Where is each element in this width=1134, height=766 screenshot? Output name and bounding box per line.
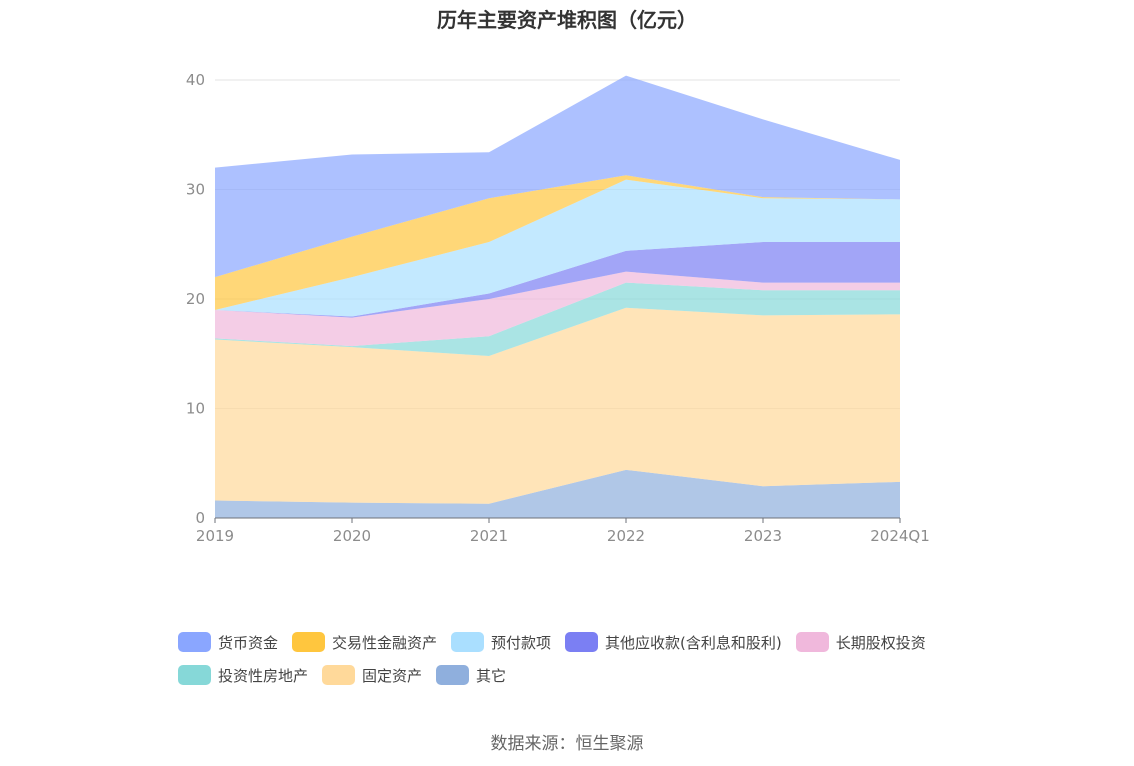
legend: 货币资金 交易性金融资产 预付款项 其他应收款(含利息和股利) 长期股权投资投资性房地产… <box>178 630 978 687</box>
x-tick-label: 2021 <box>470 527 508 545</box>
area-series-5[interactable] <box>215 179 900 317</box>
x-tick-label: 2019 <box>196 527 234 545</box>
x-tick-label: 2020 <box>333 527 371 545</box>
y-tick-label: 30 <box>186 181 205 199</box>
legend-swatch <box>795 632 829 652</box>
legend-swatch <box>178 665 211 685</box>
x-tick-label: 2023 <box>744 527 782 545</box>
source-note: 数据来源：恒生聚源 <box>490 734 644 754</box>
chart-title: 历年主要资产堆积图（亿元） <box>437 8 697 32</box>
area-series-2[interactable] <box>215 282 900 356</box>
stacked-area-chart: 0 10 20 30 40 2019 2020 2021 2022 2023 2024Q1 <box>186 71 930 545</box>
legend-item[interactable]: 长期股权投资 <box>795 630 926 654</box>
legend-item[interactable]: 货币资金 <box>178 630 278 654</box>
legend-item[interactable]: 投资性房地产 <box>178 663 308 687</box>
legend-item[interactable]: 其他应收款(含利息和股利) <box>565 630 782 654</box>
legend-swatch <box>292 632 326 652</box>
area-series-3[interactable] <box>215 271 900 347</box>
legend-swatch <box>451 632 485 652</box>
legend-label: 其它 <box>476 666 507 685</box>
y-tick-label: 0 <box>195 509 205 527</box>
legend-item[interactable]: 其它 <box>436 663 506 687</box>
y-tick-label: 10 <box>186 400 205 418</box>
legend-label: 固定资产 <box>362 666 423 685</box>
legend-label: 投资性房地产 <box>218 666 309 685</box>
x-tick-label: 2024Q1 <box>870 527 930 545</box>
y-tick-label: 40 <box>186 71 205 89</box>
y-tick-label: 20 <box>186 290 205 308</box>
area-series-1[interactable] <box>215 307 900 504</box>
legend-label: 其他应收款(含利息和股利) <box>605 633 782 652</box>
area-series <box>215 75 900 518</box>
legend-swatch <box>565 632 599 652</box>
legend-label: 预付款项 <box>491 633 552 652</box>
legend-swatch <box>178 632 211 652</box>
legend-label: 货币资金 <box>218 633 279 652</box>
legend-swatch <box>436 665 470 685</box>
axes: 0 10 20 30 40 2019 2020 2021 2022 2023 2024Q1 <box>186 71 930 545</box>
area-series-7[interactable] <box>215 75 900 278</box>
area-series-6[interactable] <box>215 175 900 310</box>
area-series-4[interactable] <box>215 242 900 318</box>
legend-label: 长期股权投资 <box>835 633 926 652</box>
legend-item[interactable]: 固定资产 <box>322 663 422 687</box>
legend-item[interactable]: 交易性金融资产 <box>292 630 437 654</box>
legend-item[interactable]: 预付款项 <box>451 630 551 654</box>
legend-label: 交易性金融资产 <box>332 633 438 652</box>
area-series-0[interactable] <box>215 469 900 518</box>
x-tick-label: 2022 <box>607 527 645 545</box>
legend-swatch <box>322 665 356 685</box>
